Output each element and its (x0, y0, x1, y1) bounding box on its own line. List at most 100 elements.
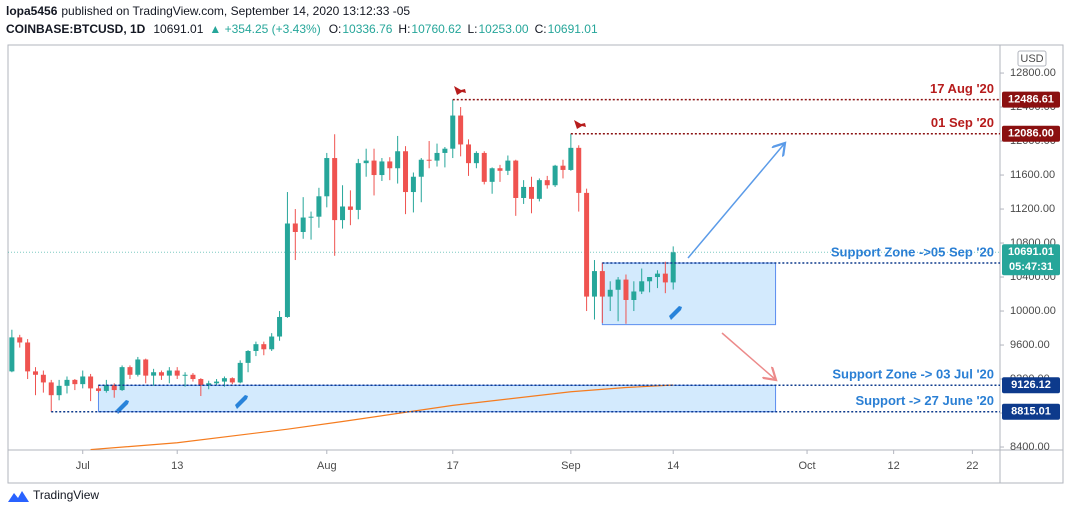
candle-body (521, 186, 527, 198)
flag-icon (454, 86, 466, 95)
candle-body (56, 385, 62, 396)
candle-body (253, 344, 259, 351)
candle-body (127, 367, 133, 375)
candle-body (418, 159, 424, 177)
plot (8, 99, 1000, 450)
symbol: COINBASE:BTCUSD, 1D (6, 22, 146, 36)
candle-body (584, 192, 590, 297)
price-tag-label: 8815.01 (1011, 406, 1051, 418)
candle-body (528, 186, 534, 199)
candle-body (371, 160, 377, 176)
x-tick-label: Jul (76, 460, 90, 472)
candle-body (40, 374, 46, 383)
candle-body (607, 289, 613, 297)
candle-body (103, 384, 109, 391)
last-price-label: 10691.01 (1008, 246, 1054, 258)
candle-body (623, 279, 629, 300)
candle-body (513, 160, 519, 198)
candle-body (379, 161, 385, 176)
candle-body (119, 367, 125, 391)
candle-body (481, 152, 487, 182)
rocket-icon (669, 306, 682, 320)
candle-body (434, 152, 440, 161)
candle-body (25, 342, 31, 372)
zone (601, 262, 777, 326)
y-tick-label: 9600.00 (1010, 339, 1050, 351)
rocket-icon (114, 400, 129, 414)
y-tick-label: 10000.00 (1010, 305, 1056, 317)
candle-body (32, 371, 38, 375)
candle-body (340, 206, 346, 221)
candle-body (568, 147, 574, 170)
candle-body (135, 359, 141, 375)
candle-body (505, 160, 511, 171)
candle-body (95, 388, 101, 391)
change: ▲ +354.25 (+3.43%) (209, 22, 320, 36)
candle-body (292, 223, 298, 232)
x-tick-label: 13 (171, 460, 183, 472)
candle-body (426, 159, 432, 161)
level-text: 17 Aug '20 (930, 81, 994, 96)
last-price-tag (1002, 244, 1060, 276)
x-tick-label: Aug (317, 460, 337, 472)
x-tick-label: 17 (447, 460, 459, 472)
x-tick-label: Sep (561, 460, 581, 472)
flags (454, 86, 586, 129)
ohlc-value: 10253.00 (479, 22, 529, 36)
y-tick-label: 12800.00 (1010, 67, 1056, 79)
candle-body (410, 176, 416, 193)
candle-body (269, 336, 275, 350)
candle-body (560, 165, 566, 170)
level-text: Support Zone ->05 Sep '20 (831, 244, 994, 259)
brand: TradingView (33, 488, 99, 502)
candle-body (64, 379, 70, 386)
candle-body (48, 382, 54, 396)
y-tick-label: 8400.00 (1010, 441, 1050, 453)
candle-body (552, 165, 558, 186)
candle-body (261, 344, 267, 350)
candle-body (229, 378, 235, 383)
x-tick-label: 14 (667, 460, 679, 472)
candle-body (442, 148, 448, 153)
candle-body (670, 252, 676, 283)
x-tick-label: 22 (966, 460, 978, 472)
candle-body (403, 151, 409, 193)
price-tag-label: 12486.61 (1008, 94, 1054, 106)
rockets (114, 306, 682, 414)
level-text: Support Zone -> 03 Jul '20 (832, 367, 994, 382)
candle-body (277, 316, 283, 337)
candle-body (599, 271, 605, 297)
candle-body (332, 158, 338, 221)
currency-box (1017, 50, 1047, 67)
y-tick-label: 11200.00 (1010, 203, 1055, 215)
price-tag (1002, 125, 1060, 142)
candle-body (395, 151, 401, 169)
ohlc-key: L: (467, 22, 477, 36)
price-tag (1002, 403, 1060, 420)
candle-body (489, 168, 495, 182)
candle-body (631, 291, 637, 300)
candle-body (190, 374, 196, 380)
candle-body (80, 376, 86, 385)
ohlc-key: C: (535, 22, 547, 36)
logo-icon (8, 491, 29, 502)
candle-body (174, 370, 180, 376)
price-tag-label: 12086.00 (1008, 128, 1054, 140)
candle-body (387, 161, 393, 169)
candle-body (245, 350, 251, 363)
level-text: 01 Sep '20 (931, 115, 994, 130)
candle-body (466, 144, 472, 164)
x-tick-label: Oct (798, 460, 815, 472)
candle-body (214, 381, 220, 384)
candle-body (473, 152, 479, 164)
candle-body (639, 281, 645, 292)
arrow-down (721, 332, 776, 380)
candle-body (143, 359, 149, 376)
candle-body (111, 384, 117, 391)
countdown: 05:47:31 (1009, 261, 1053, 273)
candle-body (221, 378, 227, 382)
ohlc-key: H: (398, 22, 410, 36)
ohlc-value: 10691.01 (548, 22, 598, 36)
candle-body (151, 372, 157, 376)
